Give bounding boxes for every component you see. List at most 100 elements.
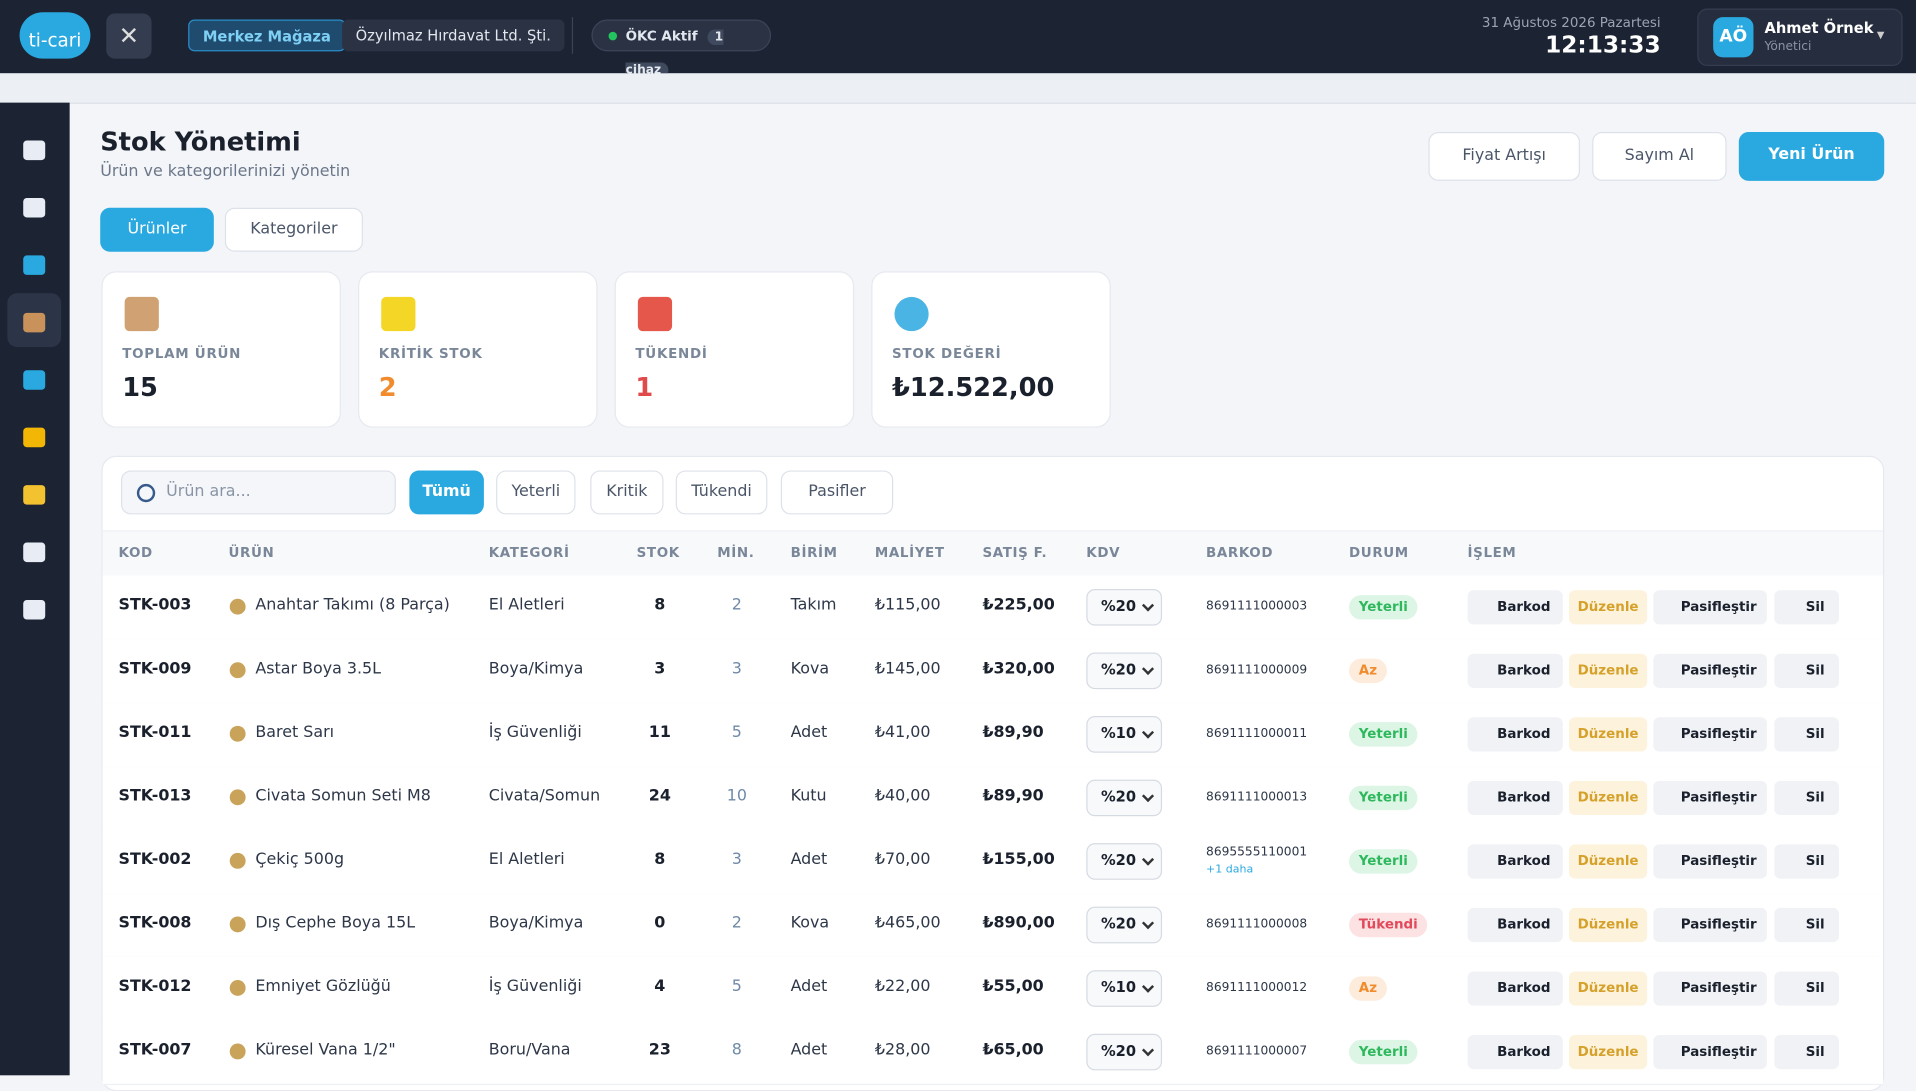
row-action[interactable]: Düzenle bbox=[1568, 971, 1648, 1006]
company-badge[interactable]: Özyılmaz Hırdavat Ltd. Şti. bbox=[342, 19, 565, 52]
vat-select[interactable]: %20 bbox=[1086, 906, 1163, 944]
filter-button[interactable]: Tükendi bbox=[675, 470, 768, 515]
row-action[interactable]: Barkod bbox=[1467, 780, 1563, 816]
filter-button[interactable]: Tümü bbox=[409, 470, 484, 515]
row-action[interactable]: Düzenle bbox=[1568, 844, 1648, 879]
row-action[interactable]: Düzenle bbox=[1568, 590, 1648, 625]
price: ₺89,90 bbox=[982, 723, 1044, 742]
row-action[interactable]: Düzenle bbox=[1568, 1034, 1648, 1070]
row-action[interactable]: Sil bbox=[1774, 907, 1840, 943]
sidebar-icon[interactable] bbox=[23, 599, 46, 620]
table-row: STK-007 Küresel Vana 1/2" Boru/Vana 23 8 Adet… bbox=[102, 1020, 1884, 1086]
row-action[interactable]: Sil bbox=[1774, 1034, 1840, 1070]
sidebar-icon[interactable] bbox=[23, 140, 46, 161]
row-action[interactable]: Barkod bbox=[1467, 590, 1563, 625]
close-button[interactable]: ✕ bbox=[106, 13, 152, 59]
column-header: STOK bbox=[636, 544, 680, 561]
barcode: 8691111000007 bbox=[1206, 1044, 1308, 1059]
row-action[interactable]: Sil bbox=[1774, 717, 1840, 752]
vat-select[interactable]: %20 bbox=[1086, 779, 1163, 817]
tab[interactable]: Kategoriler bbox=[224, 207, 363, 252]
sidebar-icon[interactable] bbox=[23, 427, 46, 448]
vat-select[interactable]: %10 bbox=[1086, 716, 1163, 753]
filter-button[interactable]: Kritik bbox=[590, 470, 664, 515]
page-title: Stok Yönetimi bbox=[100, 127, 301, 157]
action-button[interactable]: Sayım Al bbox=[1592, 131, 1727, 181]
stock: 24 bbox=[648, 786, 671, 806]
filter-button[interactable]: Yeterli bbox=[496, 470, 576, 515]
min-stock: 5 bbox=[731, 977, 742, 996]
row-action[interactable]: Düzenle bbox=[1568, 717, 1648, 752]
row-action[interactable]: Barkod bbox=[1467, 844, 1563, 879]
status-badge: Yeterli bbox=[1349, 1039, 1418, 1065]
row-action[interactable]: Pasifleştir bbox=[1653, 844, 1767, 879]
column-header: KATEGORİ bbox=[488, 544, 570, 561]
row-action[interactable]: Pasifleştir bbox=[1653, 907, 1767, 943]
row-action[interactable]: Pasifleştir bbox=[1653, 653, 1767, 688]
status-badge: Yeterli bbox=[1349, 849, 1418, 874]
row-action[interactable]: Düzenle bbox=[1568, 653, 1648, 688]
row-action[interactable]: Sil bbox=[1774, 971, 1840, 1006]
row-action[interactable]: Düzenle bbox=[1568, 907, 1648, 943]
row-action[interactable]: Pasifleştir bbox=[1653, 717, 1767, 752]
vat-value: %10 bbox=[1100, 724, 1137, 742]
vat-caret bbox=[1141, 853, 1155, 866]
row-action[interactable]: Düzenle bbox=[1568, 780, 1648, 816]
search-box[interactable]: Ürün ara... bbox=[120, 470, 396, 515]
column-header: MALİYET bbox=[874, 544, 945, 561]
vat-select[interactable]: %20 bbox=[1086, 652, 1163, 690]
row-action[interactable]: Barkod bbox=[1467, 907, 1563, 943]
vat-caret bbox=[1141, 917, 1155, 930]
action-button[interactable]: Yeni Ürün bbox=[1738, 131, 1885, 181]
row-action[interactable]: Sil bbox=[1774, 780, 1840, 816]
vat-select[interactable]: %10 bbox=[1086, 970, 1163, 1007]
sidebar-icon[interactable] bbox=[23, 255, 46, 275]
sidebar-icon[interactable] bbox=[23, 485, 46, 505]
store-badge[interactable]: Merkez Mağaza bbox=[188, 19, 346, 52]
vat-value: %20 bbox=[1100, 851, 1137, 869]
row-action[interactable]: Pasifleştir bbox=[1653, 780, 1767, 816]
action-button[interactable]: Fiyat Artışı bbox=[1428, 131, 1580, 181]
row-action[interactable]: Pasifleştir bbox=[1653, 971, 1767, 1006]
row-action[interactable]: Barkod bbox=[1467, 1034, 1563, 1070]
sidebar-icon[interactable] bbox=[23, 370, 46, 390]
vat-select[interactable]: %20 bbox=[1086, 843, 1163, 880]
search-icon bbox=[136, 483, 156, 503]
row-action[interactable]: Sil bbox=[1774, 590, 1840, 625]
column-header: BARKOD bbox=[1206, 544, 1274, 561]
price: ₺320,00 bbox=[982, 659, 1055, 679]
row-action[interactable]: Barkod bbox=[1467, 717, 1563, 752]
sidebar-icon[interactable] bbox=[23, 542, 46, 563]
barcode: 8691111000011 bbox=[1206, 727, 1308, 741]
row-action[interactable]: Barkod bbox=[1467, 971, 1563, 1006]
column-header: DURUM bbox=[1349, 544, 1409, 561]
sidebar-icon[interactable] bbox=[23, 312, 46, 333]
sub-bar bbox=[0, 73, 1916, 104]
cost: ₺145,00 bbox=[874, 659, 941, 679]
row-action[interactable]: Pasifleştir bbox=[1653, 1034, 1767, 1070]
logo[interactable]: ti-cari bbox=[19, 12, 91, 59]
product-name: Civata Somun Seti M8 bbox=[255, 786, 431, 806]
user-menu[interactable]: AÖ Ahmet Örnek Yönetici ▼ bbox=[1697, 8, 1903, 66]
page-subtitle: Ürün ve kategorilerinizi yönetin bbox=[100, 162, 351, 181]
tab[interactable]: Ürünler bbox=[100, 207, 214, 252]
vat-value: %20 bbox=[1100, 788, 1137, 806]
row-action[interactable]: Pasifleştir bbox=[1653, 590, 1767, 625]
avatar: AÖ bbox=[1713, 17, 1754, 58]
row-action[interactable]: Barkod bbox=[1467, 653, 1563, 688]
status-badge: Az bbox=[1349, 976, 1387, 1001]
table-row: STK-012 Emniyet Gözlüğü İş Güvenliği 4 5 Adet… bbox=[102, 956, 1884, 1022]
min-stock: 3 bbox=[731, 850, 742, 869]
stat-label: TOPLAM ÜRÜN bbox=[122, 345, 242, 362]
row-action[interactable]: Sil bbox=[1774, 844, 1840, 879]
row-action[interactable]: Sil bbox=[1774, 653, 1840, 688]
sidebar-icon[interactable] bbox=[23, 197, 46, 218]
filter-button[interactable]: Pasifler bbox=[780, 470, 894, 515]
vat-select[interactable]: %20 bbox=[1086, 588, 1163, 626]
stat-label: STOK DEĞERİ bbox=[892, 345, 1002, 362]
price: ₺55,00 bbox=[982, 977, 1044, 996]
vat-select[interactable]: %20 bbox=[1086, 1033, 1163, 1071]
stock: 11 bbox=[648, 723, 671, 742]
column-header: SATIŞ F. bbox=[982, 544, 1048, 561]
stat-value: ₺12.522,00 bbox=[892, 372, 1055, 403]
